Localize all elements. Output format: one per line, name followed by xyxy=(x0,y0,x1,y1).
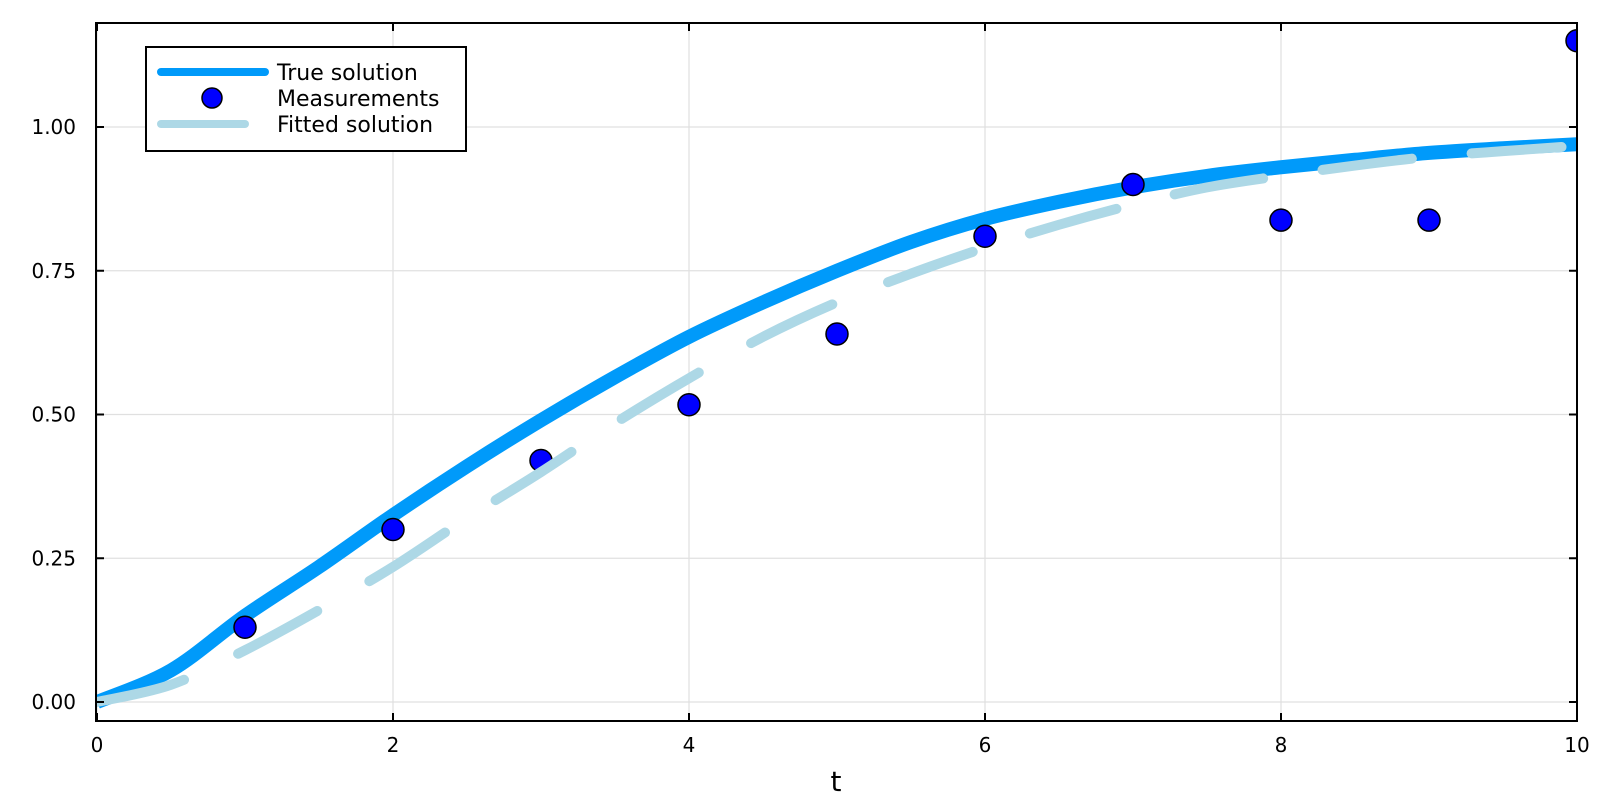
measurement-marker xyxy=(973,224,997,248)
plot-frame xyxy=(95,22,1578,722)
x-axis-tick-labels: 0 2 4 6 8 10 xyxy=(91,733,1590,757)
measurement-marker xyxy=(1121,172,1145,197)
x-axis-label: t xyxy=(831,765,842,798)
legend-marker-measurements xyxy=(201,87,223,109)
measurement-marker xyxy=(1565,29,1577,53)
legend: True solution Measurements Fitted soluti… xyxy=(145,46,467,152)
y-tick-label: 0.00 xyxy=(31,690,76,714)
y-tick-label: 0.25 xyxy=(31,546,76,570)
y-tick-label: 1.00 xyxy=(31,115,76,139)
x-tick-label: 8 xyxy=(1275,733,1288,757)
x-tick-label: 2 xyxy=(387,733,400,757)
axis-ticks xyxy=(96,23,1578,721)
x-tick-label: 4 xyxy=(683,733,696,757)
measurement-marker xyxy=(381,517,405,542)
legend-label-true-solution: True solution xyxy=(276,61,418,86)
measurement-marker xyxy=(233,615,257,639)
x-tick-label: 0 xyxy=(91,733,104,757)
x-tick-label: 6 xyxy=(979,733,992,757)
measurement-marker xyxy=(825,322,849,346)
y-axis-tick-labels: 0.00 0.25 0.50 0.75 1.00 xyxy=(31,115,76,714)
x-tick-label: 10 xyxy=(1564,733,1589,757)
legend-label-fitted-solution: Fitted solution xyxy=(277,113,433,138)
legend-box xyxy=(145,46,467,152)
plot-area xyxy=(96,29,1577,709)
y-tick-label: 0.75 xyxy=(31,259,76,283)
y-tick-label: 0.50 xyxy=(31,403,76,427)
measurement-marker xyxy=(1417,208,1441,232)
measurement-marker xyxy=(677,392,701,417)
series-fitted-solution xyxy=(96,140,1577,707)
measurement-marker xyxy=(1269,208,1293,232)
legend-label-measurements: Measurements xyxy=(277,87,440,112)
series-true-solution xyxy=(96,137,1577,709)
